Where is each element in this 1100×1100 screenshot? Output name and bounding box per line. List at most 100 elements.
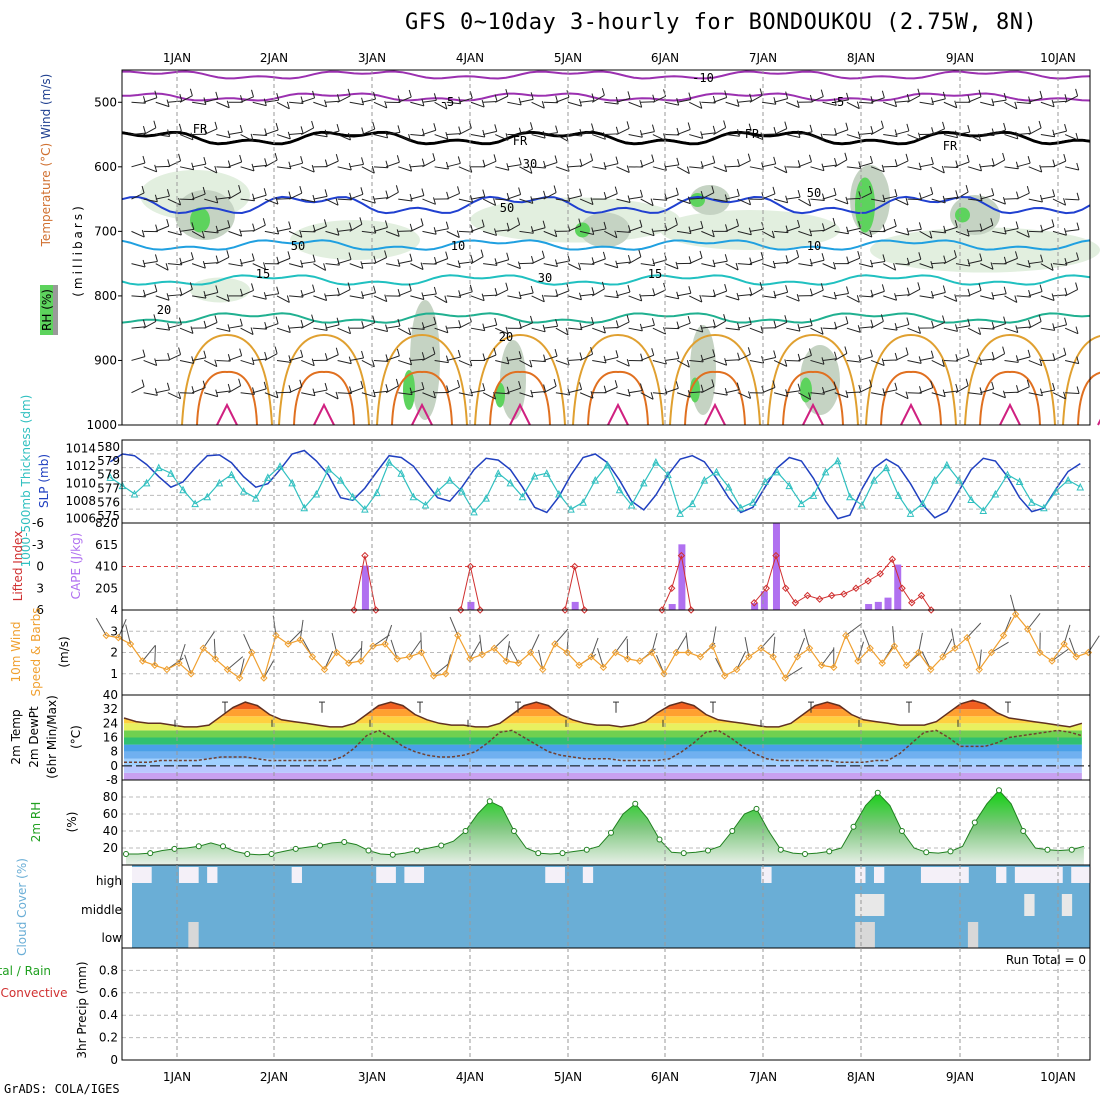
wind-barb-10m bbox=[1009, 594, 1017, 615]
wind-barb bbox=[531, 359, 546, 363]
wind-barb-flag bbox=[809, 124, 813, 133]
wind-barb-flag bbox=[699, 250, 703, 259]
wind-barb bbox=[1052, 263, 1067, 266]
wind-barb bbox=[313, 195, 328, 200]
wind-barb bbox=[410, 358, 425, 361]
slp-tick: 1008 bbox=[65, 494, 96, 508]
wind-barb bbox=[276, 295, 290, 303]
wind-barb-flag bbox=[226, 100, 230, 108]
wind-barb bbox=[385, 230, 400, 237]
wind-barb bbox=[725, 359, 740, 361]
wind-barb-flag bbox=[1039, 358, 1043, 366]
cape-bar bbox=[865, 604, 873, 610]
wind-barb-flag bbox=[1064, 287, 1068, 296]
wind-barb bbox=[204, 230, 219, 234]
wind-barb-flag bbox=[614, 186, 618, 194]
wind-barb bbox=[943, 327, 958, 332]
wind-barb bbox=[943, 256, 957, 265]
wind-barb-flag bbox=[651, 124, 655, 132]
wind-barb bbox=[325, 354, 339, 361]
wind-barb bbox=[689, 197, 704, 200]
thickness-marker bbox=[361, 505, 369, 513]
wind-barb-10m bbox=[390, 639, 398, 660]
wind-barb bbox=[543, 162, 558, 168]
wind-barb-flag bbox=[773, 320, 777, 328]
wind-barb-flag bbox=[335, 153, 339, 162]
wind-barb-flag bbox=[615, 350, 619, 358]
wind-barb-flag bbox=[263, 188, 267, 196]
wind-barb-flag bbox=[590, 346, 594, 355]
wind-barb-flag bbox=[772, 186, 776, 194]
wind-barb-flag bbox=[396, 155, 400, 163]
wind-speed-marker bbox=[102, 631, 110, 640]
wind-barb-flag bbox=[785, 225, 789, 233]
wind-barb-flag bbox=[324, 293, 328, 301]
wind-speed-marker bbox=[720, 672, 729, 680]
temp-band bbox=[124, 700, 1082, 703]
wind-speed-marker bbox=[381, 640, 389, 648]
wind-barb-flag bbox=[748, 123, 752, 131]
thickness-axis-label: 1000-500mb Thickness (dm) bbox=[19, 395, 33, 568]
wind-barb-flag bbox=[239, 258, 243, 267]
wind-speed-marker bbox=[842, 631, 850, 640]
wind-barb bbox=[798, 354, 812, 361]
wind-barb bbox=[737, 392, 751, 399]
wind-barb-flag bbox=[1052, 353, 1056, 361]
wind-barb-flag bbox=[202, 380, 206, 388]
wind-barb-flag bbox=[808, 198, 812, 207]
date-label-top: 10JAN bbox=[1040, 51, 1076, 65]
wind-barb bbox=[955, 191, 969, 200]
wind-barb bbox=[373, 327, 388, 333]
wind-barb bbox=[410, 224, 424, 232]
wind-barb bbox=[834, 129, 849, 136]
thickness-marker bbox=[627, 500, 636, 509]
wind-speed-marker bbox=[539, 665, 547, 674]
wind-barb bbox=[216, 359, 231, 362]
wind-barb-flag bbox=[286, 295, 290, 303]
wind-barb bbox=[640, 324, 655, 329]
wind-barb-10m bbox=[1063, 624, 1071, 645]
wind-barb bbox=[737, 130, 752, 136]
contour-label: -5 bbox=[440, 95, 454, 109]
rh-marker bbox=[414, 847, 420, 854]
wind-barb-flag bbox=[299, 186, 303, 194]
rh-shade-saturated bbox=[575, 222, 590, 238]
wind-barb-flag bbox=[639, 219, 643, 227]
wind-barb-flag bbox=[700, 354, 704, 363]
temp-contour-25 bbox=[278, 333, 370, 426]
wind-barb-flag bbox=[1076, 192, 1080, 200]
wind-barb bbox=[179, 166, 194, 171]
wind-barb-10m bbox=[1051, 648, 1069, 662]
wind-barb bbox=[1052, 130, 1067, 136]
thickness-marker bbox=[724, 482, 733, 491]
wind-barb bbox=[519, 128, 533, 136]
wind-barb-flag bbox=[1076, 162, 1080, 171]
wind-barb-10m bbox=[615, 636, 628, 653]
wind-speed-marker bbox=[138, 657, 147, 665]
wind-barb bbox=[591, 94, 605, 103]
wind-barb bbox=[434, 327, 449, 334]
wind-barb-flag bbox=[687, 316, 691, 324]
wind-speed-marker bbox=[223, 665, 232, 674]
wind-speed-marker bbox=[296, 636, 304, 644]
wind-barb-flag bbox=[930, 290, 934, 299]
wind-barb bbox=[240, 392, 255, 395]
wind-barb bbox=[870, 166, 885, 173]
wind-barb bbox=[567, 295, 582, 301]
wind-barb-flag bbox=[457, 379, 461, 388]
wind-barb bbox=[1028, 261, 1043, 265]
wind-speed-marker bbox=[332, 648, 341, 657]
wind-barb-flag bbox=[1026, 186, 1030, 194]
wind-barb-flag bbox=[736, 188, 740, 197]
wind-barb-flag bbox=[736, 99, 740, 107]
wind-barb bbox=[167, 160, 181, 168]
freezing-level-contour bbox=[121, 130, 1091, 146]
wind-barb-flag bbox=[1003, 92, 1007, 101]
lifted-index-line bbox=[353, 555, 377, 611]
wind-barb bbox=[167, 230, 182, 236]
wind-barb-flag bbox=[905, 197, 909, 206]
wind-barb-flag bbox=[979, 223, 983, 231]
cape-axis-label: CAPE (J/kg) bbox=[69, 533, 83, 600]
wind-barb bbox=[1016, 356, 1031, 361]
lifted-index-marker bbox=[476, 606, 484, 614]
